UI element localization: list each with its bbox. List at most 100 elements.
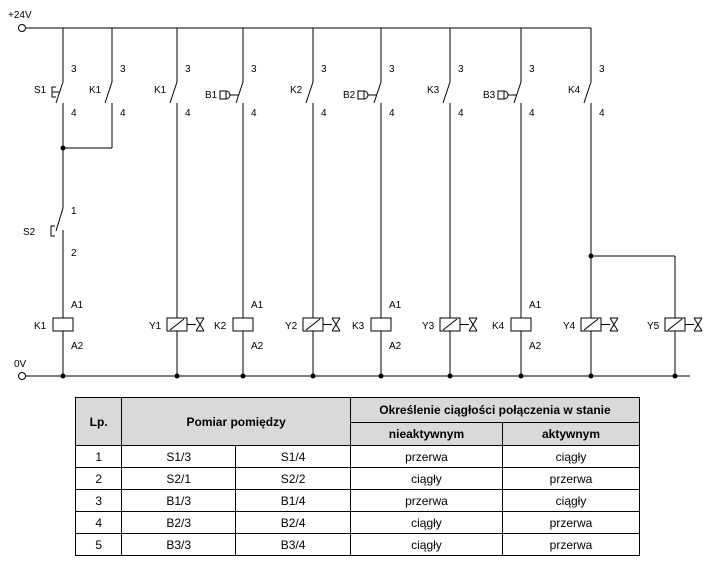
relay-pin-a1: A1: [251, 300, 264, 311]
contact-pin-top: 3: [251, 64, 257, 75]
contact-pin-bottom: 4: [321, 108, 327, 119]
relay-pin-a1: A1: [71, 300, 84, 311]
valve-coil-slash: [583, 318, 599, 331]
contact-tag-k3: K3: [427, 85, 440, 96]
push-actuator: [50, 225, 55, 237]
sensor-symbol: [497, 90, 505, 100]
cell-lp: 2: [74, 467, 123, 490]
cell-inactive: ciągły: [349, 533, 504, 556]
contact-blade: [55, 81, 64, 104]
contact-pin-top: 3: [185, 64, 191, 75]
relay-coil-k2: [232, 317, 254, 332]
relay-pin-a2: A2: [71, 341, 84, 352]
cell-from: B1/3: [121, 489, 237, 512]
cell-inactive: przerwa: [349, 445, 504, 468]
stop-pin-bottom: 2: [71, 248, 77, 259]
table-row: 4 B2/3 B2/4 ciągły przerwa: [74, 511, 640, 534]
cell-to: B3/4: [235, 533, 351, 556]
contact-pin-top: 3: [321, 64, 327, 75]
cell-to: S1/4: [235, 445, 351, 468]
nc-contact-blade: [55, 207, 64, 232]
valve-coil-slash: [169, 318, 185, 331]
valve-coil-slash: [667, 318, 683, 331]
header-measure-between: Pomiar pomiędzy: [121, 397, 351, 446]
cell-active: przerwa: [502, 533, 640, 556]
contact-pin-top: 3: [71, 64, 77, 75]
table-row: 5 B3/3 B3/4 ciągły przerwa: [74, 533, 640, 556]
ground-label: 0V: [14, 359, 27, 370]
valve-symbol: [468, 317, 478, 332]
contact-tag-b1: B1: [205, 90, 218, 101]
contact-blade: [442, 81, 451, 104]
contact-pin-top: 3: [529, 64, 535, 75]
contact-blade: [169, 81, 178, 104]
cell-inactive: ciągły: [349, 511, 504, 534]
contact-pin-top: 3: [599, 64, 605, 75]
cell-lp: 4: [74, 511, 123, 534]
cell-active: przerwa: [502, 467, 640, 490]
contact-tag-k4: K4: [568, 85, 581, 96]
contact-blade: [104, 81, 113, 104]
junction-dot: [378, 373, 384, 379]
circuit-diagram: +24V 0V 3 4 S1 3 4 K1 3 4 K1 3 4 B1 3 4 K2 3 4 B2 3 4 K3 3 4 B3 3 4…: [8, 10, 703, 380]
header-continuity-state: Określenie ciągłości połączenia w stanie: [349, 397, 641, 423]
sensor-symbol: [503, 90, 509, 100]
table-row: 1 S1/3 S1/4 przerwa ciągły: [74, 445, 640, 468]
cell-to: B1/4: [235, 489, 351, 512]
circuit-wires: [26, 27, 690, 377]
valve-coil-tag-y3: Y3: [422, 321, 435, 332]
contact-blade: [513, 81, 522, 104]
circuit-components: [18, 24, 703, 380]
valve-coil-tag-y2: Y2: [285, 321, 298, 332]
sensor-symbol: [219, 90, 227, 100]
valve-symbol: [195, 317, 205, 332]
contact-pin-bottom: 4: [185, 108, 191, 119]
header-inactive: nieaktywnym: [349, 422, 504, 446]
table-row: 3 B1/3 B1/4 przerwa ciągły: [74, 489, 640, 512]
junction-dot: [447, 373, 453, 379]
sensor-symbol: [225, 90, 231, 100]
contact-tag-k1: K1: [154, 85, 167, 96]
relay-coil-tag-k3: K3: [352, 321, 365, 332]
junction-dot: [518, 373, 524, 379]
contact-tag-b2: B2: [343, 90, 356, 101]
junction-dot: [60, 145, 66, 151]
valve-symbol: [693, 317, 703, 332]
valve-coil-slash: [305, 318, 321, 331]
relay-coil-tag-k2: K2: [214, 321, 227, 332]
relay-coil-tag-k1: K1: [34, 321, 47, 332]
table-row: 2 S2/1 S2/2 ciągły przerwa: [74, 467, 640, 490]
contact-pin-bottom: 4: [389, 108, 395, 119]
cell-from: B3/3: [121, 533, 237, 556]
header-active: aktywnym: [502, 422, 640, 446]
junction-dot: [240, 373, 246, 379]
contact-blade: [235, 81, 244, 104]
junction-dot: [174, 373, 180, 379]
cell-active: ciągły: [502, 489, 640, 512]
contact-pin-top: 3: [458, 64, 464, 75]
junction-dot: [588, 373, 594, 379]
cell-active: przerwa: [502, 511, 640, 534]
valve-coil-tag-y4: Y4: [563, 321, 576, 332]
relay-coil-k1: [52, 317, 74, 332]
circuit-labels: +24V 0V 3 4 S1 3 4 K1 3 4 K1 3 4 B1 3 4 K2 3 4 B2 3 4 K3 3 4 B3 3 4…: [8, 10, 660, 370]
stop-pin-top: 1: [71, 206, 77, 217]
relay-pin-a2: A2: [389, 341, 402, 352]
sensor-symbol: [357, 90, 365, 100]
stop-button-label: S2: [23, 227, 36, 238]
contact-blade: [583, 81, 592, 104]
junction-dot: [60, 373, 66, 379]
valve-coil-tag-y1: Y1: [149, 321, 162, 332]
contact-pin-top: 3: [389, 64, 395, 75]
relay-pin-a2: A2: [251, 341, 264, 352]
valve-symbol: [331, 317, 341, 332]
cell-from: B2/3: [121, 511, 237, 534]
cell-lp: 3: [74, 489, 123, 512]
relay-coil-tag-k4: K4: [492, 321, 505, 332]
contact-tag-s1: S1: [34, 85, 47, 96]
cell-to: B2/4: [235, 511, 351, 534]
contact-pin-bottom: 4: [599, 108, 605, 119]
valve-coil-tag-y5: Y5: [647, 321, 660, 332]
ground-terminal: [18, 372, 26, 380]
junction-dot: [310, 373, 316, 379]
